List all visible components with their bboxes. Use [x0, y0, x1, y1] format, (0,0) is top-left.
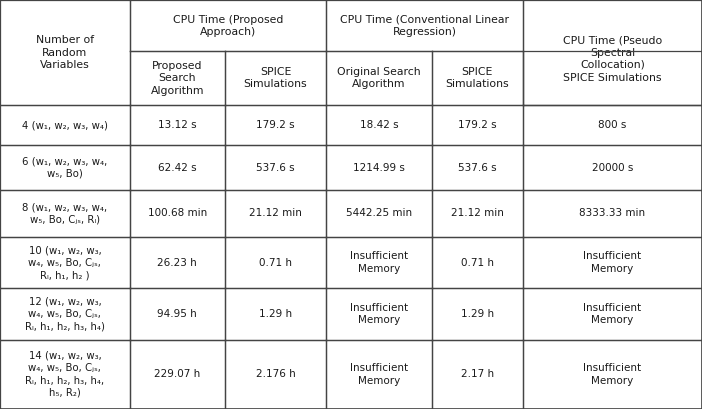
Text: 1.29 h: 1.29 h [461, 309, 494, 319]
Text: 800 s: 800 s [598, 120, 627, 130]
Text: 18.42 s: 18.42 s [359, 120, 399, 130]
Text: 179.2 s: 179.2 s [256, 120, 295, 130]
Text: SPICE
Simulations: SPICE Simulations [244, 67, 307, 90]
Text: Insufficient
Memory: Insufficient Memory [350, 252, 408, 274]
Text: 8 (w₁, w₂, w₃, w₄,
w₅, Bᴏ, Cⱼₛ, Rₗ): 8 (w₁, w₂, w₃, w₄, w₅, Bᴏ, Cⱼₛ, Rₗ) [22, 202, 107, 225]
Text: 26.23 h: 26.23 h [157, 258, 197, 267]
Text: SPICE Simulations: SPICE Simulations [563, 73, 662, 83]
Text: 2.17 h: 2.17 h [461, 369, 494, 380]
Text: 13.12 s: 13.12 s [158, 120, 197, 130]
Text: Insufficient
Memory: Insufficient Memory [350, 303, 408, 325]
Text: 537.6 s: 537.6 s [458, 163, 497, 173]
Text: Original Search
Algorithm: Original Search Algorithm [337, 67, 421, 90]
Text: 62.42 s: 62.42 s [158, 163, 197, 173]
Text: 12 (w₁, w₂, w₃,
w₄, w₅, Bᴏ, Cⱼₛ,
Rₗ, h₁, h₂, h₃, h₄): 12 (w₁, w₂, w₃, w₄, w₅, Bᴏ, Cⱼₛ, Rₗ, h₁,… [25, 297, 105, 331]
Text: 1.29 h: 1.29 h [259, 309, 292, 319]
Text: CPU Time (Proposed
Approach): CPU Time (Proposed Approach) [173, 14, 284, 37]
Text: 179.2 s: 179.2 s [458, 120, 497, 130]
Text: Insufficient
Memory: Insufficient Memory [583, 363, 642, 386]
Text: 229.07 h: 229.07 h [154, 369, 200, 380]
Text: 1214.99 s: 1214.99 s [353, 163, 405, 173]
Text: Insufficient
Memory: Insufficient Memory [350, 363, 408, 386]
Text: SPICE
Simulations: SPICE Simulations [446, 67, 509, 90]
Text: Number of
Random
Variables: Number of Random Variables [36, 35, 94, 70]
Text: 21.12 min: 21.12 min [249, 209, 302, 218]
Text: 537.6 s: 537.6 s [256, 163, 295, 173]
Text: 10 (w₁, w₂, w₃,
w₄, w₅, Bᴏ, Cⱼₛ,
Rₗ, h₁, h₂ ): 10 (w₁, w₂, w₃, w₄, w₅, Bᴏ, Cⱼₛ, Rₗ, h₁,… [29, 245, 101, 280]
Text: 0.71 h: 0.71 h [461, 258, 494, 267]
Text: 20000 s: 20000 s [592, 163, 633, 173]
Text: 8333.33 min: 8333.33 min [579, 209, 646, 218]
Text: Insufficient
Memory: Insufficient Memory [583, 252, 642, 274]
Text: 21.12 min: 21.12 min [451, 209, 504, 218]
Text: 0.71 h: 0.71 h [259, 258, 292, 267]
Text: 6 (w₁, w₂, w₃, w₄,
w₅, Bᴏ): 6 (w₁, w₂, w₃, w₄, w₅, Bᴏ) [22, 156, 107, 179]
Text: CPU Time (Pseudo
Spectral
Collocation): CPU Time (Pseudo Spectral Collocation) [563, 35, 662, 70]
Text: Insufficient
Memory: Insufficient Memory [583, 303, 642, 325]
Text: CPU Time (Conventional Linear
Regression): CPU Time (Conventional Linear Regression… [340, 14, 509, 37]
Text: Proposed
Search
Algorithm: Proposed Search Algorithm [150, 61, 204, 96]
Text: 2.176 h: 2.176 h [256, 369, 296, 380]
Text: 4 (w₁, w₂, w₃, w₄): 4 (w₁, w₂, w₃, w₄) [22, 120, 108, 130]
Text: 5442.25 min: 5442.25 min [346, 209, 412, 218]
Text: 94.95 h: 94.95 h [157, 309, 197, 319]
Text: 14 (w₁, w₂, w₃,
w₄, w₅, Bᴏ, Cⱼₛ,
Rₗ, h₁, h₂, h₃, h₄,
h₅, R₂): 14 (w₁, w₂, w₃, w₄, w₅, Bᴏ, Cⱼₛ, Rₗ, h₁,… [25, 351, 105, 398]
Text: 100.68 min: 100.68 min [147, 209, 207, 218]
